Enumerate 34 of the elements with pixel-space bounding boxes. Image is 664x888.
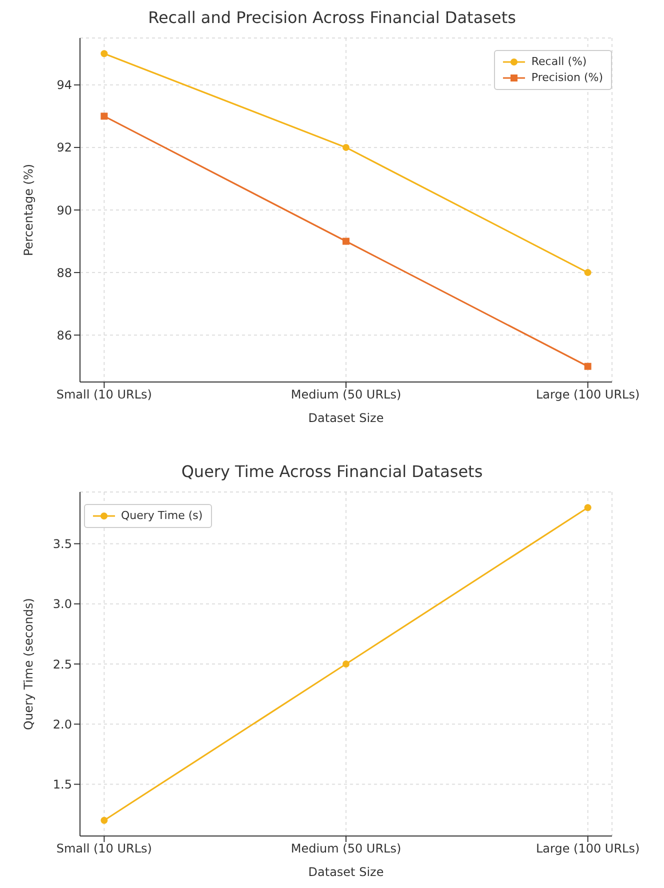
x-axis-title: Dataset Size [308, 865, 384, 879]
point [342, 144, 350, 151]
y-tick-label: 2.0 [52, 717, 72, 732]
y-tick-label: 94 [56, 78, 72, 92]
y-tick-label: 92 [56, 140, 72, 155]
x-tick-label: Large (100 URLs) [536, 842, 640, 856]
chart-title: Query Time Across Financial Datasets [180, 462, 484, 483]
y-tick-label: 1.5 [52, 778, 72, 792]
x-tick-label: Medium (50 URLs) [290, 842, 402, 856]
point [100, 112, 108, 120]
y-tick-label: 2.5 [52, 657, 72, 672]
x-tick-label: Medium (50 URLs) [290, 388, 402, 402]
point [100, 50, 108, 58]
legend-label: Query Time (s) [121, 508, 203, 524]
point [100, 816, 108, 824]
point [584, 269, 592, 276]
y-tick-label: 88 [56, 266, 72, 280]
x-axis-title: Dataset Size [308, 411, 384, 425]
chart-title: Recall and Precision Across Financial Datasets [147, 8, 517, 29]
y-tick-label: 3.5 [52, 536, 72, 551]
point [584, 362, 592, 370]
y-tick-label: 90 [56, 203, 72, 218]
y-tick-label: 86 [56, 328, 72, 342]
x-tick-label: Small (10 URLs) [56, 388, 152, 402]
point [584, 504, 592, 512]
y-tick-label: 3.0 [52, 597, 72, 612]
point [342, 660, 350, 668]
y-axis-title: Query Time (seconds) [21, 598, 36, 730]
x-tick-label: Small (10 URLs) [56, 842, 152, 856]
legend-label: Recall (%) [531, 54, 587, 70]
point [342, 238, 350, 245]
x-tick-label: Large (100 URLs) [536, 388, 640, 402]
y-axis-title: Percentage (%) [21, 164, 36, 256]
legend-label: Precision (%) [531, 70, 603, 86]
